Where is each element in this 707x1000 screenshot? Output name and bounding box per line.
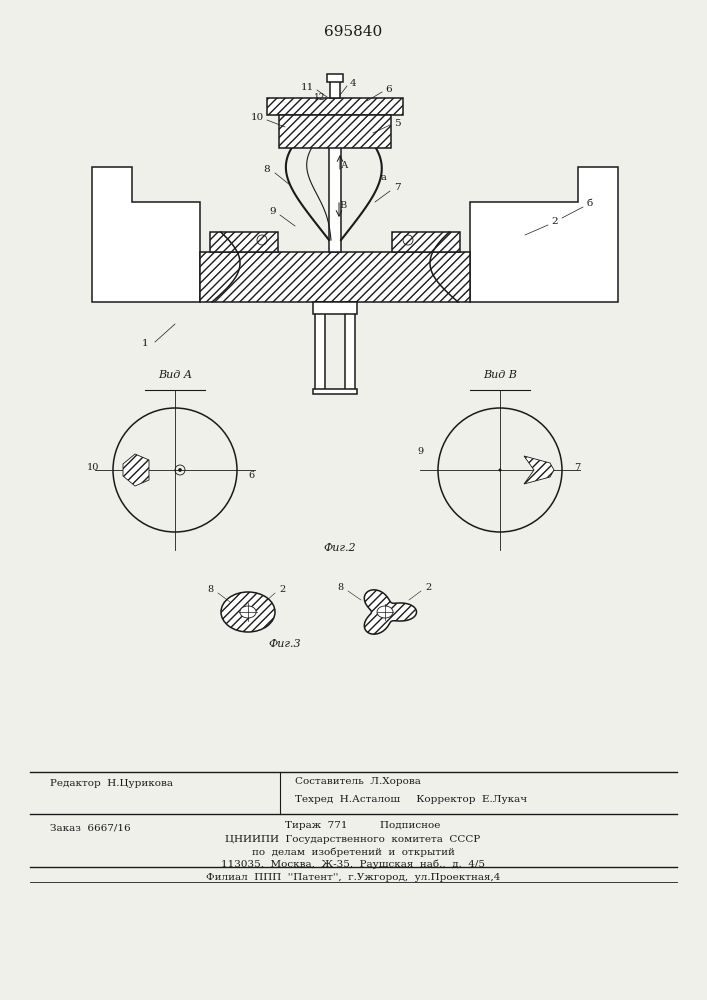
Bar: [329, 112, 341, 252]
Text: 695840: 695840: [324, 25, 382, 39]
Bar: [345, 302, 355, 390]
Text: 6: 6: [248, 472, 254, 481]
Bar: [279, 115, 391, 148]
Text: 8: 8: [207, 585, 213, 594]
Text: Редактор  Н.Цурикова: Редактор Н.Цурикова: [50, 780, 173, 788]
Polygon shape: [200, 252, 470, 302]
Text: Составитель  Л.Хорова: Составитель Л.Хорова: [295, 778, 421, 786]
Text: В: В: [339, 202, 346, 211]
Ellipse shape: [221, 592, 275, 632]
Text: Тираж  771          Подписное: Тираж 771 Подписное: [285, 822, 440, 830]
Text: 11: 11: [300, 83, 314, 92]
Text: 6: 6: [386, 85, 392, 94]
Text: 12: 12: [315, 94, 326, 103]
Ellipse shape: [240, 606, 256, 618]
Polygon shape: [210, 232, 278, 252]
Text: по  делам  изобретений  и  открытий: по делам изобретений и открытий: [252, 847, 455, 857]
Text: 2: 2: [280, 585, 286, 594]
Text: Техред  Н.Асталош     Корректор  Е.Лукач: Техред Н.Асталош Корректор Е.Лукач: [295, 796, 527, 804]
Bar: [327, 74, 343, 82]
Circle shape: [178, 468, 182, 472]
Text: а: а: [380, 174, 386, 182]
Text: 8: 8: [337, 584, 343, 592]
Bar: [315, 302, 325, 390]
Bar: [267, 98, 403, 115]
Text: 7: 7: [394, 184, 400, 192]
Polygon shape: [123, 454, 149, 486]
Text: ЦНИИПИ  Государственного  комитета  СССР: ЦНИИПИ Государственного комитета СССР: [226, 836, 481, 844]
Text: 4: 4: [350, 79, 356, 88]
Text: Заказ  6667/16: Заказ 6667/16: [50, 824, 131, 832]
Bar: [330, 80, 340, 98]
Text: 2: 2: [551, 218, 559, 227]
Text: 10: 10: [87, 464, 99, 473]
Polygon shape: [524, 456, 554, 484]
Text: 1: 1: [141, 340, 148, 349]
Text: 10: 10: [250, 113, 264, 122]
Bar: [313, 389, 357, 394]
Text: 8: 8: [264, 165, 270, 174]
Text: 9: 9: [269, 208, 276, 217]
Text: Фиг.3: Фиг.3: [269, 639, 301, 649]
Text: б: б: [587, 200, 593, 209]
Text: А: А: [341, 161, 349, 170]
Bar: [313, 302, 357, 314]
Polygon shape: [470, 167, 618, 302]
Polygon shape: [364, 590, 416, 634]
Text: 113035,  Москва,  Ж-35,  Раушская  наб.,  д.  4/5: 113035, Москва, Ж-35, Раушская наб., д. …: [221, 859, 485, 869]
Text: 9: 9: [417, 448, 423, 456]
Polygon shape: [392, 232, 460, 252]
Text: 7: 7: [574, 464, 580, 473]
Ellipse shape: [377, 606, 393, 618]
Circle shape: [498, 468, 501, 472]
Text: Фиг.2: Фиг.2: [324, 543, 356, 553]
Polygon shape: [92, 167, 200, 302]
Text: 2: 2: [426, 584, 432, 592]
Text: Филиал  ППП  ''Патент'',  г.Ужгород,  ул.Проектная,4: Филиал ППП ''Патент'', г.Ужгород, ул.Про…: [206, 874, 500, 882]
Text: Вид А: Вид А: [158, 370, 192, 380]
Text: Вид В: Вид В: [483, 370, 517, 380]
Text: 5: 5: [394, 118, 400, 127]
